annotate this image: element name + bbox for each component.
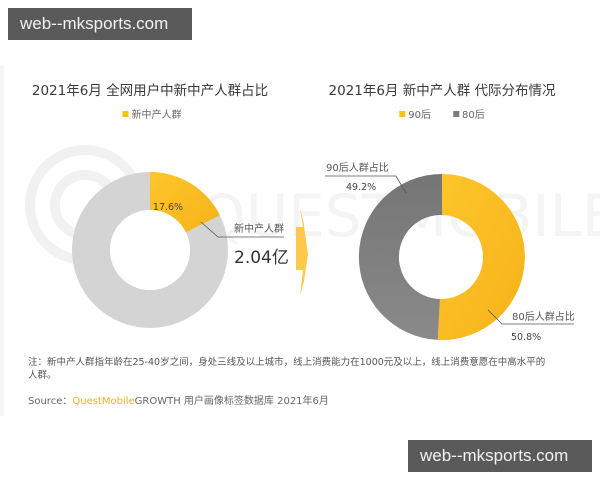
left-slice-percent: 17.6% <box>153 202 183 213</box>
legend-item-80s: 80后 <box>453 106 485 121</box>
right-top-callout-line <box>325 175 407 194</box>
legend-label: 新中产人群 <box>131 110 182 121</box>
watermark-bottom: web--mksports.com <box>408 440 592 472</box>
legend-item-new-middle-class: 新中产人群 <box>122 106 182 121</box>
right-top-callout-label: 90后人群占比 <box>326 161 389 174</box>
left-callout-line <box>200 221 284 238</box>
left-callout-label: 新中产人群 <box>234 222 284 235</box>
footnote: 注：新中产人群指年龄在25-40岁之间，身处三线及以上城市，线上消费能力在100… <box>28 357 546 381</box>
right-chart-legend: 90后 80后 <box>399 106 485 121</box>
left-chart-legend: 新中产人群 <box>122 106 182 121</box>
source-brand: QuestMobile <box>72 396 135 407</box>
source-rest: GROWTH 用户画像标签数据库 2021年6月 <box>134 396 329 407</box>
right-bottom-callout-label: 80后人群占比 <box>512 310 575 323</box>
right-bottom-callout-line <box>487 309 574 325</box>
legend-swatch-gray <box>453 110 459 117</box>
right-donut <box>358 173 525 340</box>
left-donut <box>72 172 228 328</box>
legend-label: 80后 <box>462 110 485 121</box>
legend-item-90s: 90后 <box>399 106 431 121</box>
right-donut-90s-slice <box>358 173 442 340</box>
left-donut-new-middle-class-slice <box>150 172 220 233</box>
left-callout-value: 2.04亿 <box>234 248 289 268</box>
legend-label: 90后 <box>408 110 431 121</box>
legend-swatch-yellow <box>122 110 129 117</box>
right-donut-80s-slice <box>437 174 525 340</box>
source-prefix: Source： <box>28 396 73 407</box>
right-bottom-callout-value: 50.8% <box>511 332 541 343</box>
source-line: Source：QuestMobileGROWTH 用户画像标签数据库 2021年… <box>28 392 329 407</box>
frame-edge <box>0 66 4 416</box>
legend-swatch-yellow <box>399 110 406 117</box>
watermark-top: web--mksports.com <box>8 8 192 40</box>
right-top-callout-value: 49.2% <box>346 182 376 193</box>
right-chart-title: 2021年6月 新中产人群 代际分布情况 <box>328 83 556 99</box>
left-chart-title: 2021年6月 全网用户中新中产人群占比 <box>31 83 269 99</box>
arrow-right-icon <box>296 208 308 296</box>
